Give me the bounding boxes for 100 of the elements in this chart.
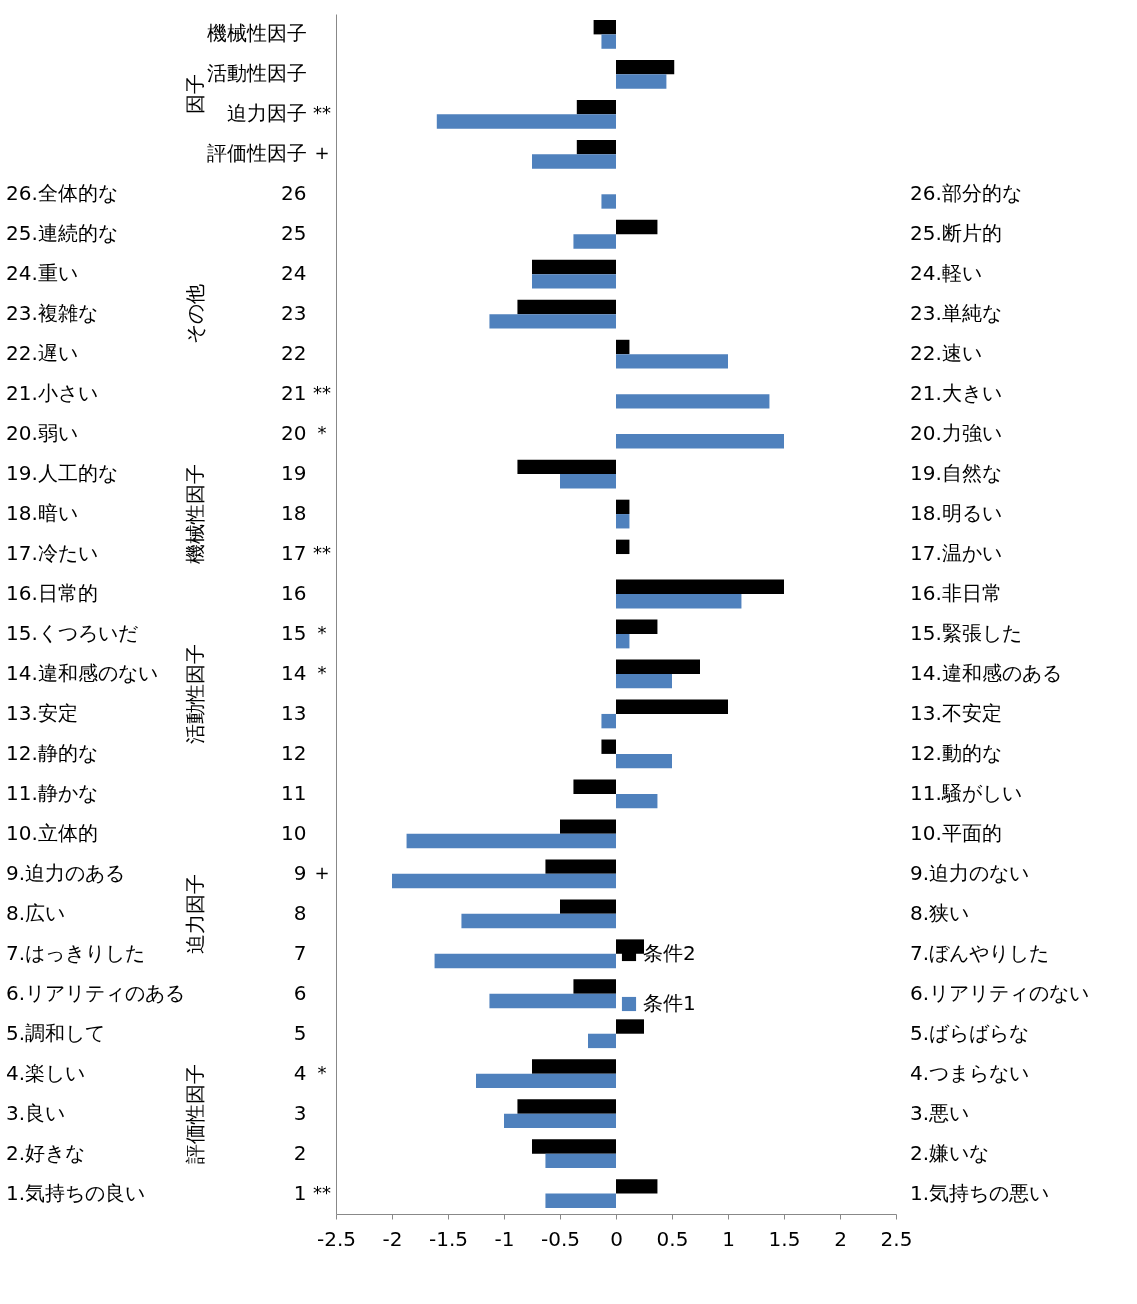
text: 24.重い bbox=[6, 261, 78, 286]
bar bbox=[616, 394, 770, 409]
y-tick-label: 17 bbox=[281, 541, 307, 566]
text: 15.緊張した bbox=[910, 620, 1022, 645]
text: 7.ぼんやりした bbox=[910, 940, 1050, 965]
bar bbox=[616, 514, 630, 529]
bar bbox=[616, 633, 630, 649]
bar bbox=[517, 299, 616, 315]
text: 25.連続的な bbox=[6, 221, 118, 246]
x-tick-label: 1.5 bbox=[768, 1226, 801, 1251]
text: 16.非日常 bbox=[910, 581, 1002, 606]
bar bbox=[573, 779, 616, 794]
bar bbox=[560, 899, 616, 914]
text: * bbox=[317, 621, 327, 643]
text: 8.狭い bbox=[910, 900, 970, 925]
bar bbox=[545, 859, 616, 874]
bar bbox=[601, 713, 616, 729]
text: 19.自然な bbox=[910, 461, 1002, 486]
bar bbox=[517, 1099, 616, 1114]
text: 22.速い bbox=[910, 341, 982, 366]
y-tick-label: 26 bbox=[281, 181, 307, 206]
bar bbox=[616, 659, 700, 674]
legend-label: 条件2 bbox=[643, 941, 696, 965]
bar bbox=[616, 793, 658, 809]
y-tick-label: 15 bbox=[281, 620, 307, 645]
bar bbox=[616, 59, 675, 75]
text: 4.楽しい bbox=[6, 1060, 86, 1085]
text: 21.小さい bbox=[6, 381, 98, 406]
text: 7.はっきりした bbox=[6, 940, 146, 965]
text: 10.平面的 bbox=[910, 820, 1002, 845]
text: + bbox=[314, 861, 330, 883]
bar bbox=[616, 619, 658, 634]
text: 9.迫力のある bbox=[6, 860, 126, 885]
bar bbox=[560, 474, 616, 489]
x-tick-label: 2.5 bbox=[880, 1226, 913, 1251]
text: 16.日常的 bbox=[6, 581, 98, 606]
bar bbox=[576, 139, 616, 155]
text: 1.気持ちの良い bbox=[6, 1180, 146, 1205]
bar bbox=[616, 539, 630, 555]
bar bbox=[616, 354, 728, 369]
bar bbox=[601, 739, 616, 754]
text: 1.気持ちの悪い bbox=[910, 1180, 1050, 1205]
y-tick-label: 2 bbox=[293, 1140, 307, 1165]
text: * bbox=[317, 1061, 327, 1083]
text: 24.軽い bbox=[910, 261, 982, 286]
bar bbox=[560, 819, 616, 834]
bar bbox=[532, 274, 616, 289]
y-tick-label: 23 bbox=[281, 301, 307, 326]
y-tick-label: 18 bbox=[281, 501, 307, 526]
x-tick-label: 0.5 bbox=[656, 1226, 689, 1251]
text: 21.大きい bbox=[910, 381, 1002, 406]
y-tick-label: 活動性因子 bbox=[206, 61, 307, 86]
bar bbox=[601, 194, 616, 209]
text: 9.迫力のない bbox=[910, 860, 1030, 885]
text: 因子 bbox=[183, 74, 207, 114]
y-tick-label: 9 bbox=[293, 860, 307, 885]
text: 11.静かな bbox=[6, 780, 98, 805]
bar bbox=[532, 154, 616, 169]
text: 23.複雑な bbox=[6, 301, 98, 326]
x-tick-label: 1 bbox=[722, 1226, 735, 1251]
bar bbox=[392, 873, 616, 889]
legend-label: 条件1 bbox=[643, 991, 696, 1015]
bar bbox=[489, 993, 616, 1009]
text: ** bbox=[313, 382, 331, 404]
text: 18.暗い bbox=[6, 501, 78, 526]
y-tick-label: 24 bbox=[281, 261, 307, 286]
bar bbox=[616, 753, 672, 769]
bar bbox=[616, 1019, 644, 1034]
bar bbox=[616, 673, 672, 689]
bar bbox=[434, 953, 616, 969]
text: 13.安定 bbox=[6, 700, 78, 725]
bar bbox=[616, 699, 728, 714]
bar bbox=[616, 594, 742, 609]
text: 19.人工的な bbox=[6, 461, 118, 486]
bar bbox=[489, 314, 616, 329]
text: + bbox=[314, 142, 330, 164]
text: * bbox=[317, 422, 327, 444]
bar bbox=[576, 99, 616, 115]
y-tick-label: 12 bbox=[281, 740, 307, 765]
y-tick-label: 10 bbox=[281, 820, 307, 845]
y-tick-label: 5 bbox=[293, 1020, 307, 1045]
bar bbox=[532, 259, 616, 275]
text: ** bbox=[313, 542, 331, 564]
bar bbox=[517, 459, 616, 475]
bar bbox=[593, 20, 616, 35]
text: 17.冷たい bbox=[6, 541, 98, 566]
text: 2.好きな bbox=[6, 1140, 86, 1165]
text: 20.弱い bbox=[6, 421, 78, 446]
x-tick-label: -1.5 bbox=[428, 1226, 469, 1251]
bar bbox=[588, 1033, 616, 1049]
text: 3.良い bbox=[6, 1100, 66, 1125]
y-tick-label: 1 bbox=[293, 1180, 307, 1205]
text: 6.リアリティのある bbox=[6, 980, 186, 1005]
y-tick-label: 14 bbox=[281, 660, 307, 685]
bar bbox=[532, 1139, 616, 1154]
text: 5.調和して bbox=[6, 1020, 106, 1045]
text: 20.力強い bbox=[910, 421, 1002, 446]
y-tick-label: 3 bbox=[293, 1100, 307, 1125]
y-tick-label: 22 bbox=[281, 341, 307, 366]
bar bbox=[573, 234, 616, 249]
